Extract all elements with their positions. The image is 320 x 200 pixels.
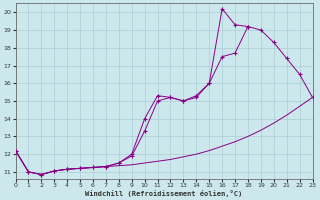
X-axis label: Windchill (Refroidissement éolien,°C): Windchill (Refroidissement éolien,°C) <box>85 190 243 197</box>
